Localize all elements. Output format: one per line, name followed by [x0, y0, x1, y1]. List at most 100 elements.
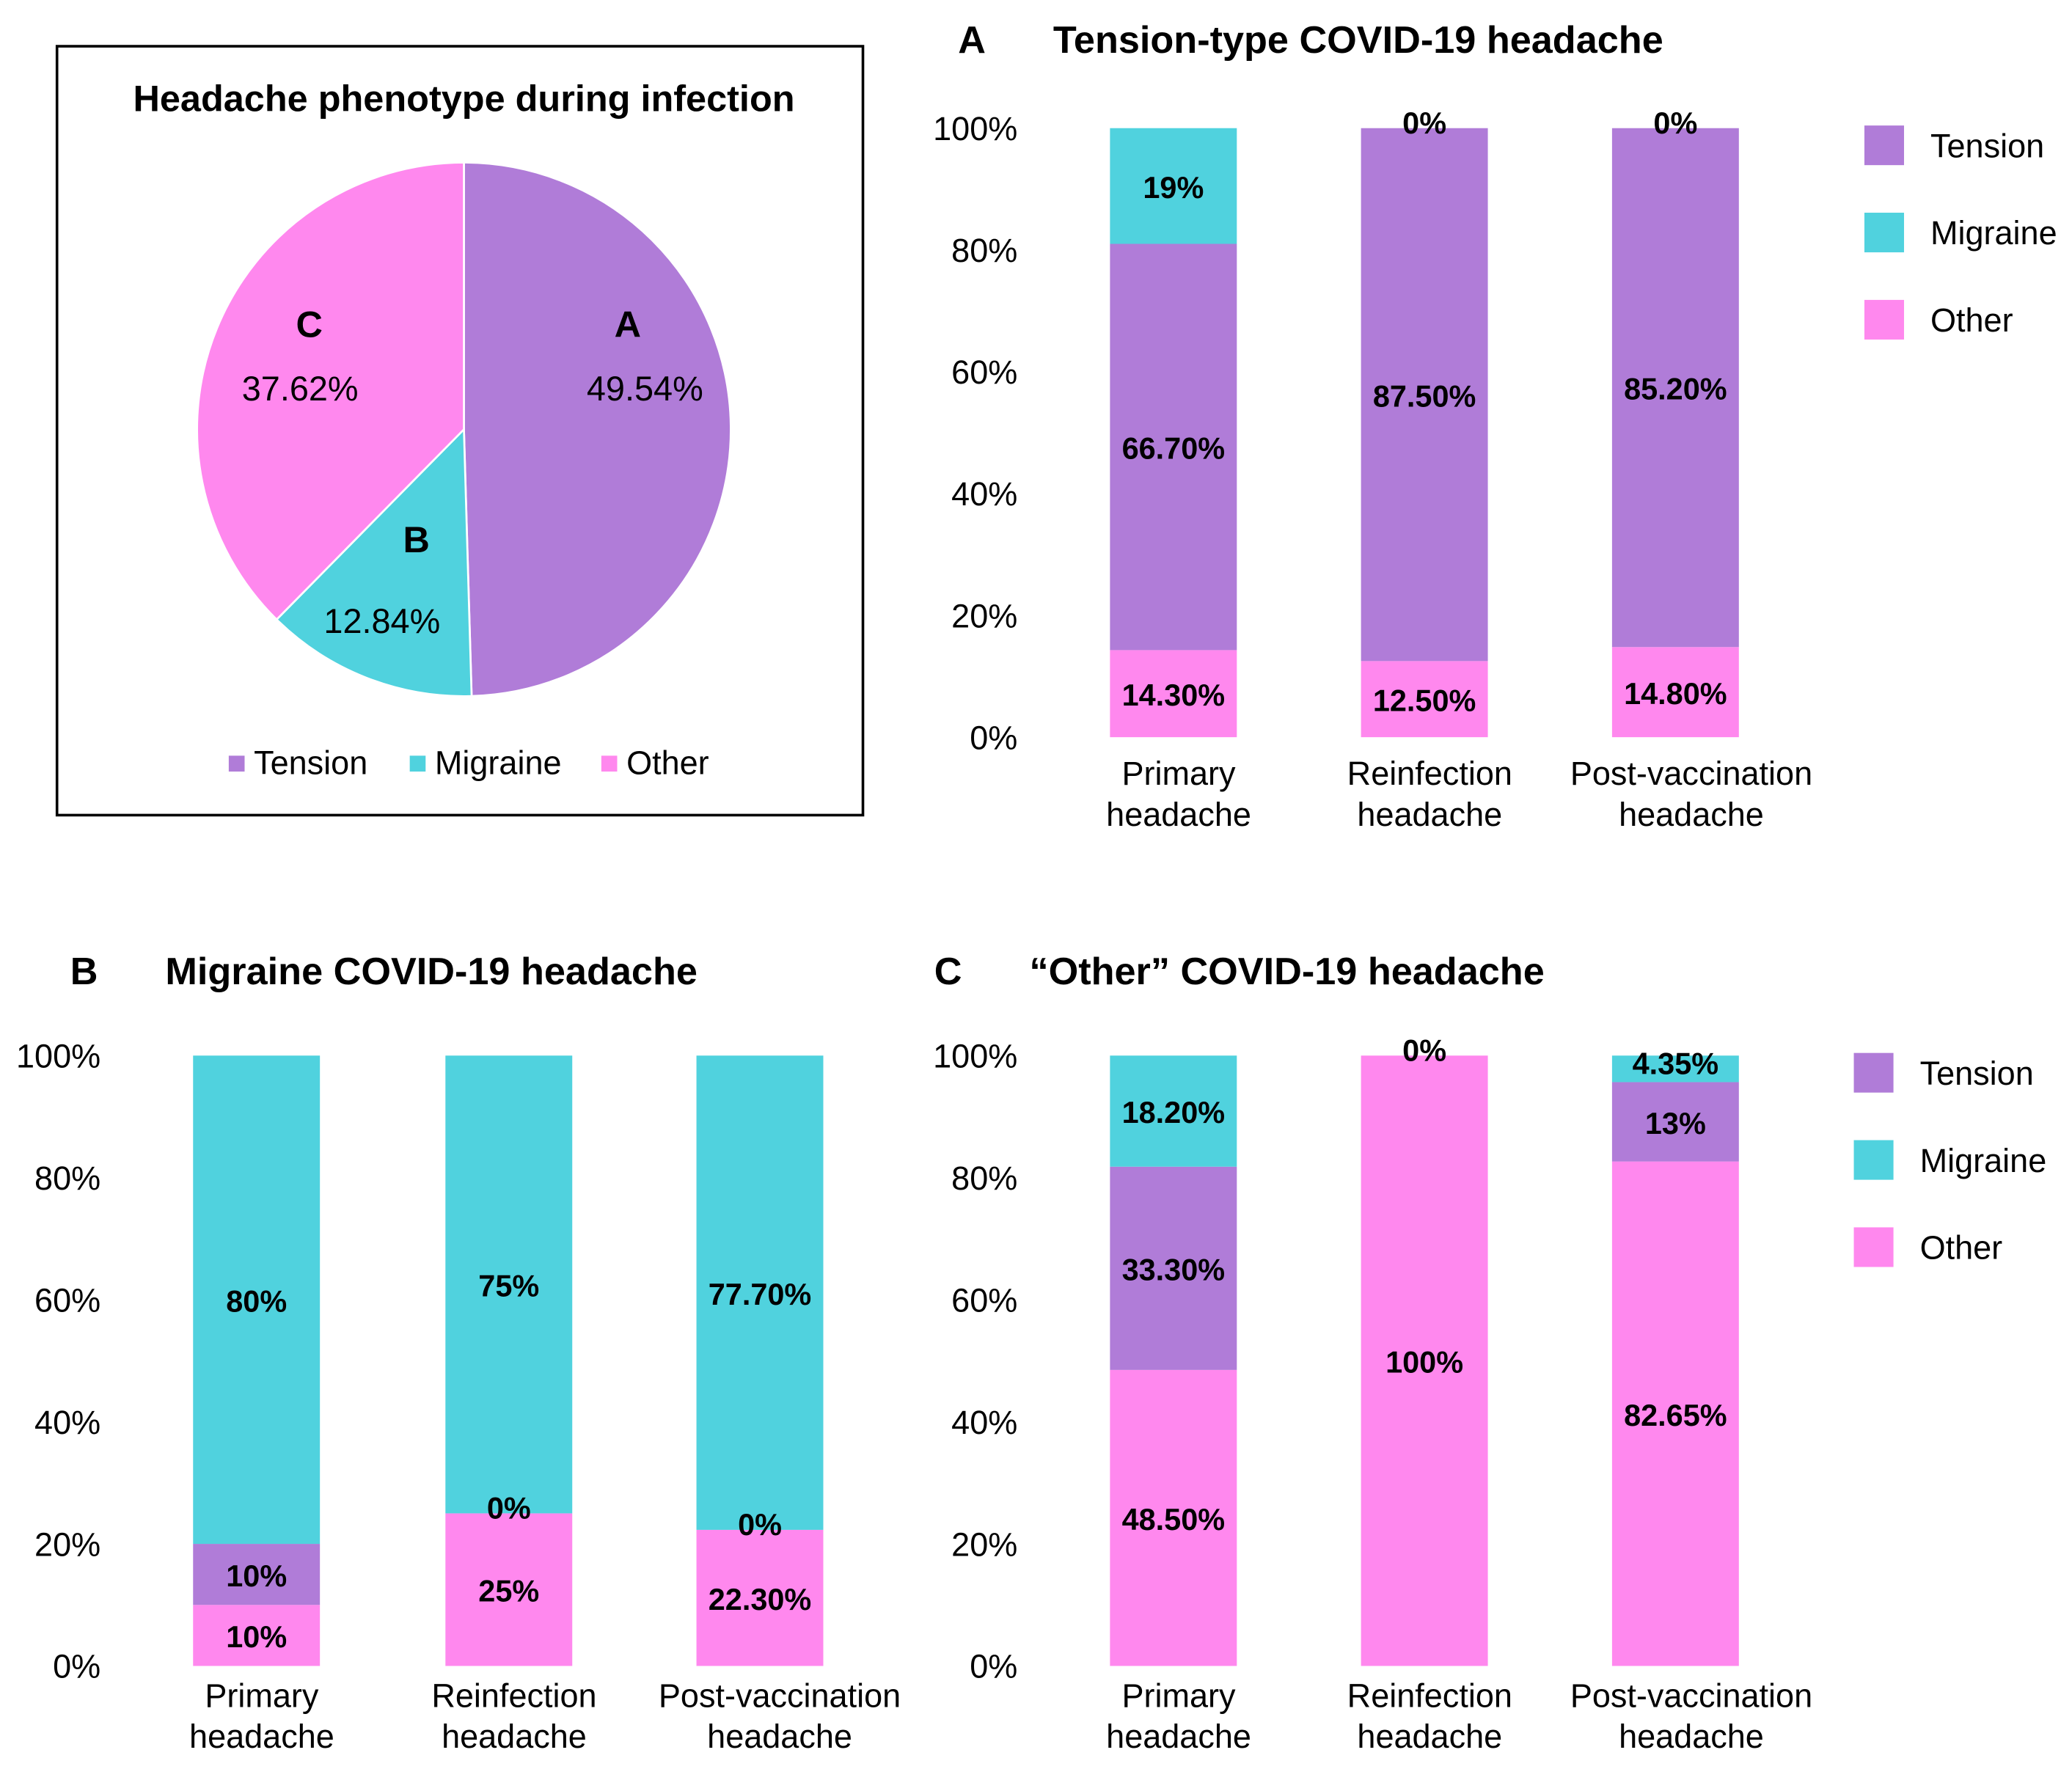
x-tick-label: Reinfection	[431, 1677, 596, 1714]
legend-label: Tension	[1930, 127, 2044, 164]
y-tick-label: 100%	[933, 1037, 1017, 1074]
data-label: 14.30%	[1122, 678, 1226, 712]
data-label: 4.35%	[1633, 1046, 1718, 1080]
y-tick-label: 60%	[951, 1281, 1017, 1319]
data-label: 85.20%	[1624, 372, 1727, 406]
data-label: 0%	[738, 1507, 782, 1542]
bar-segment-other	[193, 1605, 321, 1666]
data-label: 87.50%	[1373, 378, 1476, 413]
y-tick-label: 0%	[970, 1648, 1017, 1685]
pie-slice-letter: C	[296, 303, 323, 345]
legend-label: Migraine	[435, 744, 562, 782]
pie-slice-label: 12.84%	[323, 602, 440, 640]
pie-slice-other	[196, 161, 465, 621]
panel-B: B Migraine COVID-19 headache 0% 20% 40% 60% 80…	[16, 951, 901, 1755]
y-tick-label: 80%	[34, 1160, 100, 1197]
y-tick-label: 40%	[951, 475, 1017, 513]
data-label: 100%	[1385, 1345, 1463, 1380]
data-label: 82.65%	[1624, 1398, 1727, 1432]
x-tick-label: headache	[1357, 1718, 1502, 1755]
legend-label: Other	[1930, 301, 2013, 339]
x-tick-label: Primary	[1122, 755, 1237, 792]
pie-slice-label: 49.54%	[587, 370, 703, 408]
data-label: 0%	[1402, 1033, 1446, 1067]
legend-swatch-tension	[1864, 125, 1904, 166]
data-label: 75%	[478, 1269, 539, 1303]
panel-title: Migraine COVID-19 headache	[165, 951, 697, 993]
legend-swatch-other	[601, 755, 618, 772]
x-tick-label: headache	[1357, 796, 1502, 833]
legend-swatch-tension	[228, 755, 245, 772]
bar-segment-migraine	[1110, 1055, 1237, 1167]
legend-swatch-tension	[1853, 1052, 1894, 1093]
y-tick-label: 0%	[970, 719, 1017, 756]
y-tick-label: 80%	[951, 1160, 1017, 1197]
legend-swatch-migraine	[1864, 213, 1904, 253]
x-tick-label: headache	[1619, 796, 1764, 833]
pie-slice-letter: A	[615, 303, 641, 345]
pie-slice-letter: B	[403, 519, 429, 560]
bar-segment-other	[696, 1529, 824, 1666]
panel-letter: C	[934, 951, 962, 993]
bar-segment-migraine	[1110, 128, 1237, 244]
pie-title: Headache phenotype during infection	[133, 77, 794, 119]
bar-segment-other	[445, 1513, 573, 1666]
x-tick-label: headache	[1619, 1718, 1764, 1755]
y-tick-label: 0%	[53, 1648, 100, 1685]
bar-segment-migraine	[1611, 1055, 1739, 1083]
bar-segment-other	[1611, 1161, 1739, 1666]
data-label: 80%	[226, 1283, 287, 1318]
y-tick-label: 20%	[951, 1526, 1017, 1563]
bar-segment-migraine	[193, 1055, 321, 1545]
data-label: 0%	[1653, 106, 1697, 140]
legend-label: Other	[1920, 1229, 2003, 1267]
y-tick-label: 20%	[951, 597, 1017, 634]
bar-segment-migraine	[445, 1055, 573, 1514]
data-label: 18.20%	[1122, 1095, 1226, 1129]
panel-title: “Other” COVID-19 headache	[1029, 951, 1544, 993]
panel-title: Tension-type COVID-19 headache	[1053, 19, 1663, 62]
data-label: 48.50%	[1122, 1502, 1226, 1537]
bar-segment-tension	[193, 1544, 321, 1605]
y-tick-label: 60%	[951, 354, 1017, 391]
x-tick-label: headache	[442, 1718, 587, 1755]
bar-segment-other	[1361, 1055, 1488, 1666]
data-label: 0%	[1402, 106, 1446, 140]
bar-segment-other	[1361, 661, 1488, 738]
y-tick-label: 60%	[34, 1281, 100, 1319]
x-tick-label: Reinfection	[1347, 755, 1512, 792]
y-tick-label: 80%	[951, 232, 1017, 269]
data-label: 77.70%	[709, 1277, 812, 1311]
x-tick-label: Primary	[1122, 1677, 1237, 1714]
data-label: 25%	[478, 1574, 539, 1608]
bar-segment-other	[1110, 650, 1237, 738]
x-tick-label: Reinfection	[1347, 1677, 1512, 1714]
bar-segment-other	[1611, 647, 1739, 738]
y-tick-label: 40%	[34, 1404, 100, 1441]
data-label: 22.30%	[709, 1582, 812, 1616]
data-label: 0%	[487, 1491, 531, 1526]
bar-segment-tension	[1611, 128, 1739, 648]
legend-swatch-migraine	[409, 755, 426, 772]
x-tick-label: headache	[1106, 1718, 1251, 1755]
x-tick-label: Post-vaccination	[659, 1677, 901, 1714]
data-label: 14.80%	[1624, 676, 1727, 711]
x-tick-label: headache	[189, 1718, 334, 1755]
data-label: 10%	[226, 1559, 287, 1593]
legend-label: Tension	[254, 744, 367, 782]
bar-segment-tension	[1110, 1166, 1237, 1370]
x-tick-label: headache	[1106, 796, 1251, 833]
y-tick-label: 40%	[951, 1404, 1017, 1441]
bar-segment-other	[1110, 1369, 1237, 1666]
x-tick-label: Post-vaccination	[1570, 1677, 1812, 1714]
y-tick-label: 100%	[933, 110, 1017, 147]
bar-segment-migraine	[696, 1055, 824, 1530]
pie-slice-label: 37.62%	[242, 370, 359, 408]
legend-label: Migraine	[1920, 1142, 2047, 1179]
y-tick-label: 20%	[34, 1526, 100, 1563]
x-tick-label: Primary	[205, 1677, 319, 1714]
panel-C: C “Other” COVID-19 headache 0% 20% 40% 60% 80%…	[933, 951, 2046, 1755]
legend-label: Other	[626, 744, 709, 782]
legend-swatch-other	[1853, 1227, 1894, 1267]
